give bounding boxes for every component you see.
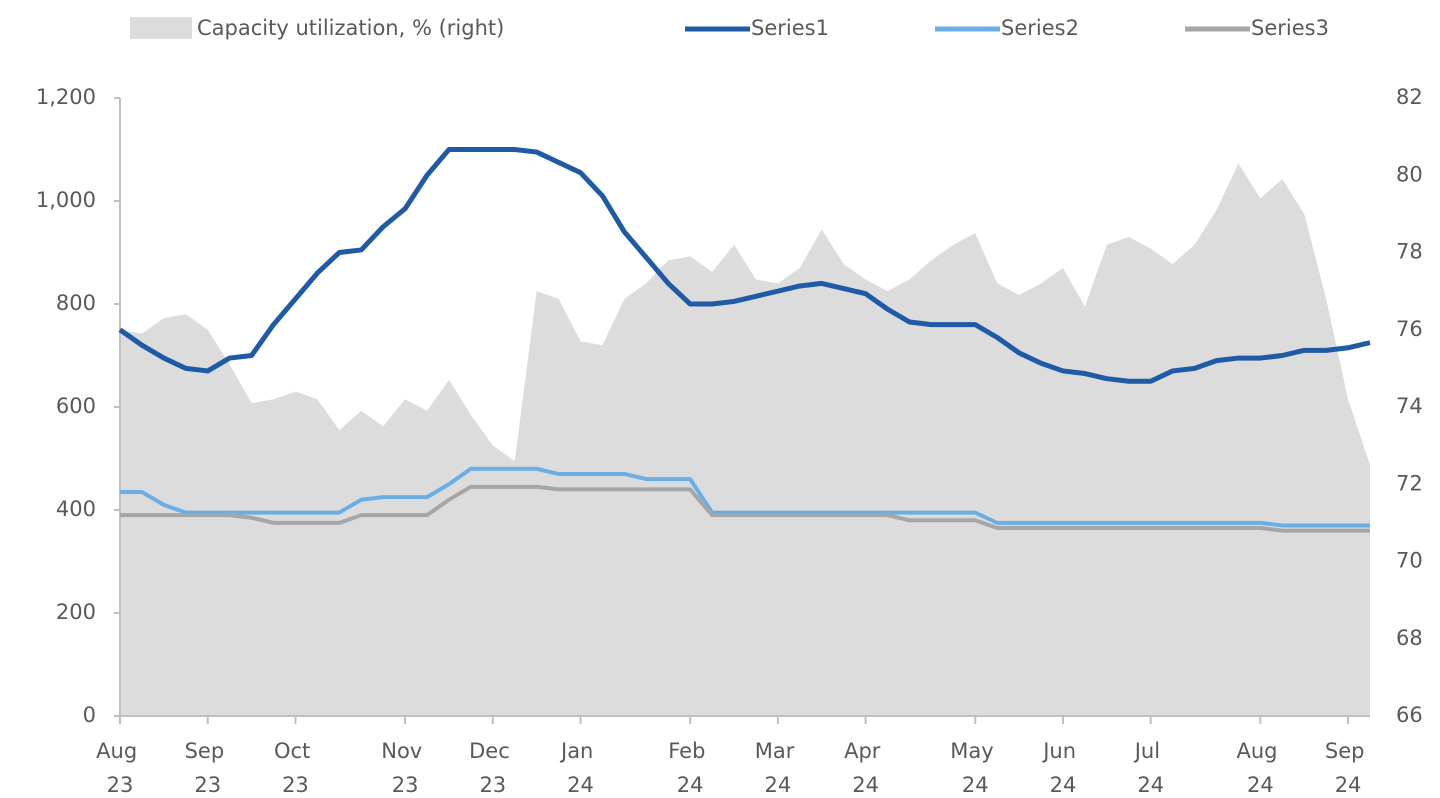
x-tick-label: Apr 24 [844,739,887,797]
x-tick-label: Dec 23 [469,739,516,797]
x-tick-label: Sep 23 [185,739,231,797]
y-tick-label: 400 [56,497,96,521]
x-tick-label: Mar 24 [755,739,801,797]
y-tick-label: 600 [56,394,96,418]
line [120,466,1370,528]
legend-label: Capacity utilization, % (right) [197,16,504,40]
x-tick-label: May 24 [950,739,1000,797]
line [118,147,1371,384]
y2-tick-label: 68 [1396,626,1423,650]
y-tick-label: 200 [56,600,96,624]
y2-tick-label: 70 [1396,549,1423,573]
x-tick-label: Jan 24 [559,739,600,797]
x-tick-label: Feb 24 [668,739,712,797]
y2-tick-label: 78 [1396,240,1423,264]
y2-tick-label: 82 [1396,85,1423,109]
y2-tick-label: 66 [1396,703,1423,727]
legend-label: Series3 [1251,16,1329,40]
x-tick-label: Oct 23 [274,739,317,797]
legend-label: Series1 [751,16,829,40]
x-tick-label: Sep 24 [1325,739,1371,797]
y-tick-label: 1,000 [36,188,96,212]
legend-swatch [130,17,192,39]
y2-tick-label: 80 [1396,162,1423,186]
legend-label: Series2 [1001,16,1079,40]
y-tick-label: 0 [83,703,96,727]
x-tick-label: Jul 24 [1133,739,1167,797]
x-tick-label: Aug 23 [96,739,144,797]
x-tick-label: Jun 24 [1041,739,1083,797]
line [120,484,1370,533]
y2-tick-label: 74 [1396,394,1423,418]
x-tick-label: Nov 23 [381,739,429,797]
area [120,163,1370,717]
y2-tick-label: 72 [1396,471,1423,495]
y-tick-label: 1,200 [36,85,96,109]
x-tick-label: Aug 24 [1237,739,1285,797]
y-tick-label: 800 [56,291,96,315]
y2-tick-label: 76 [1396,317,1423,341]
